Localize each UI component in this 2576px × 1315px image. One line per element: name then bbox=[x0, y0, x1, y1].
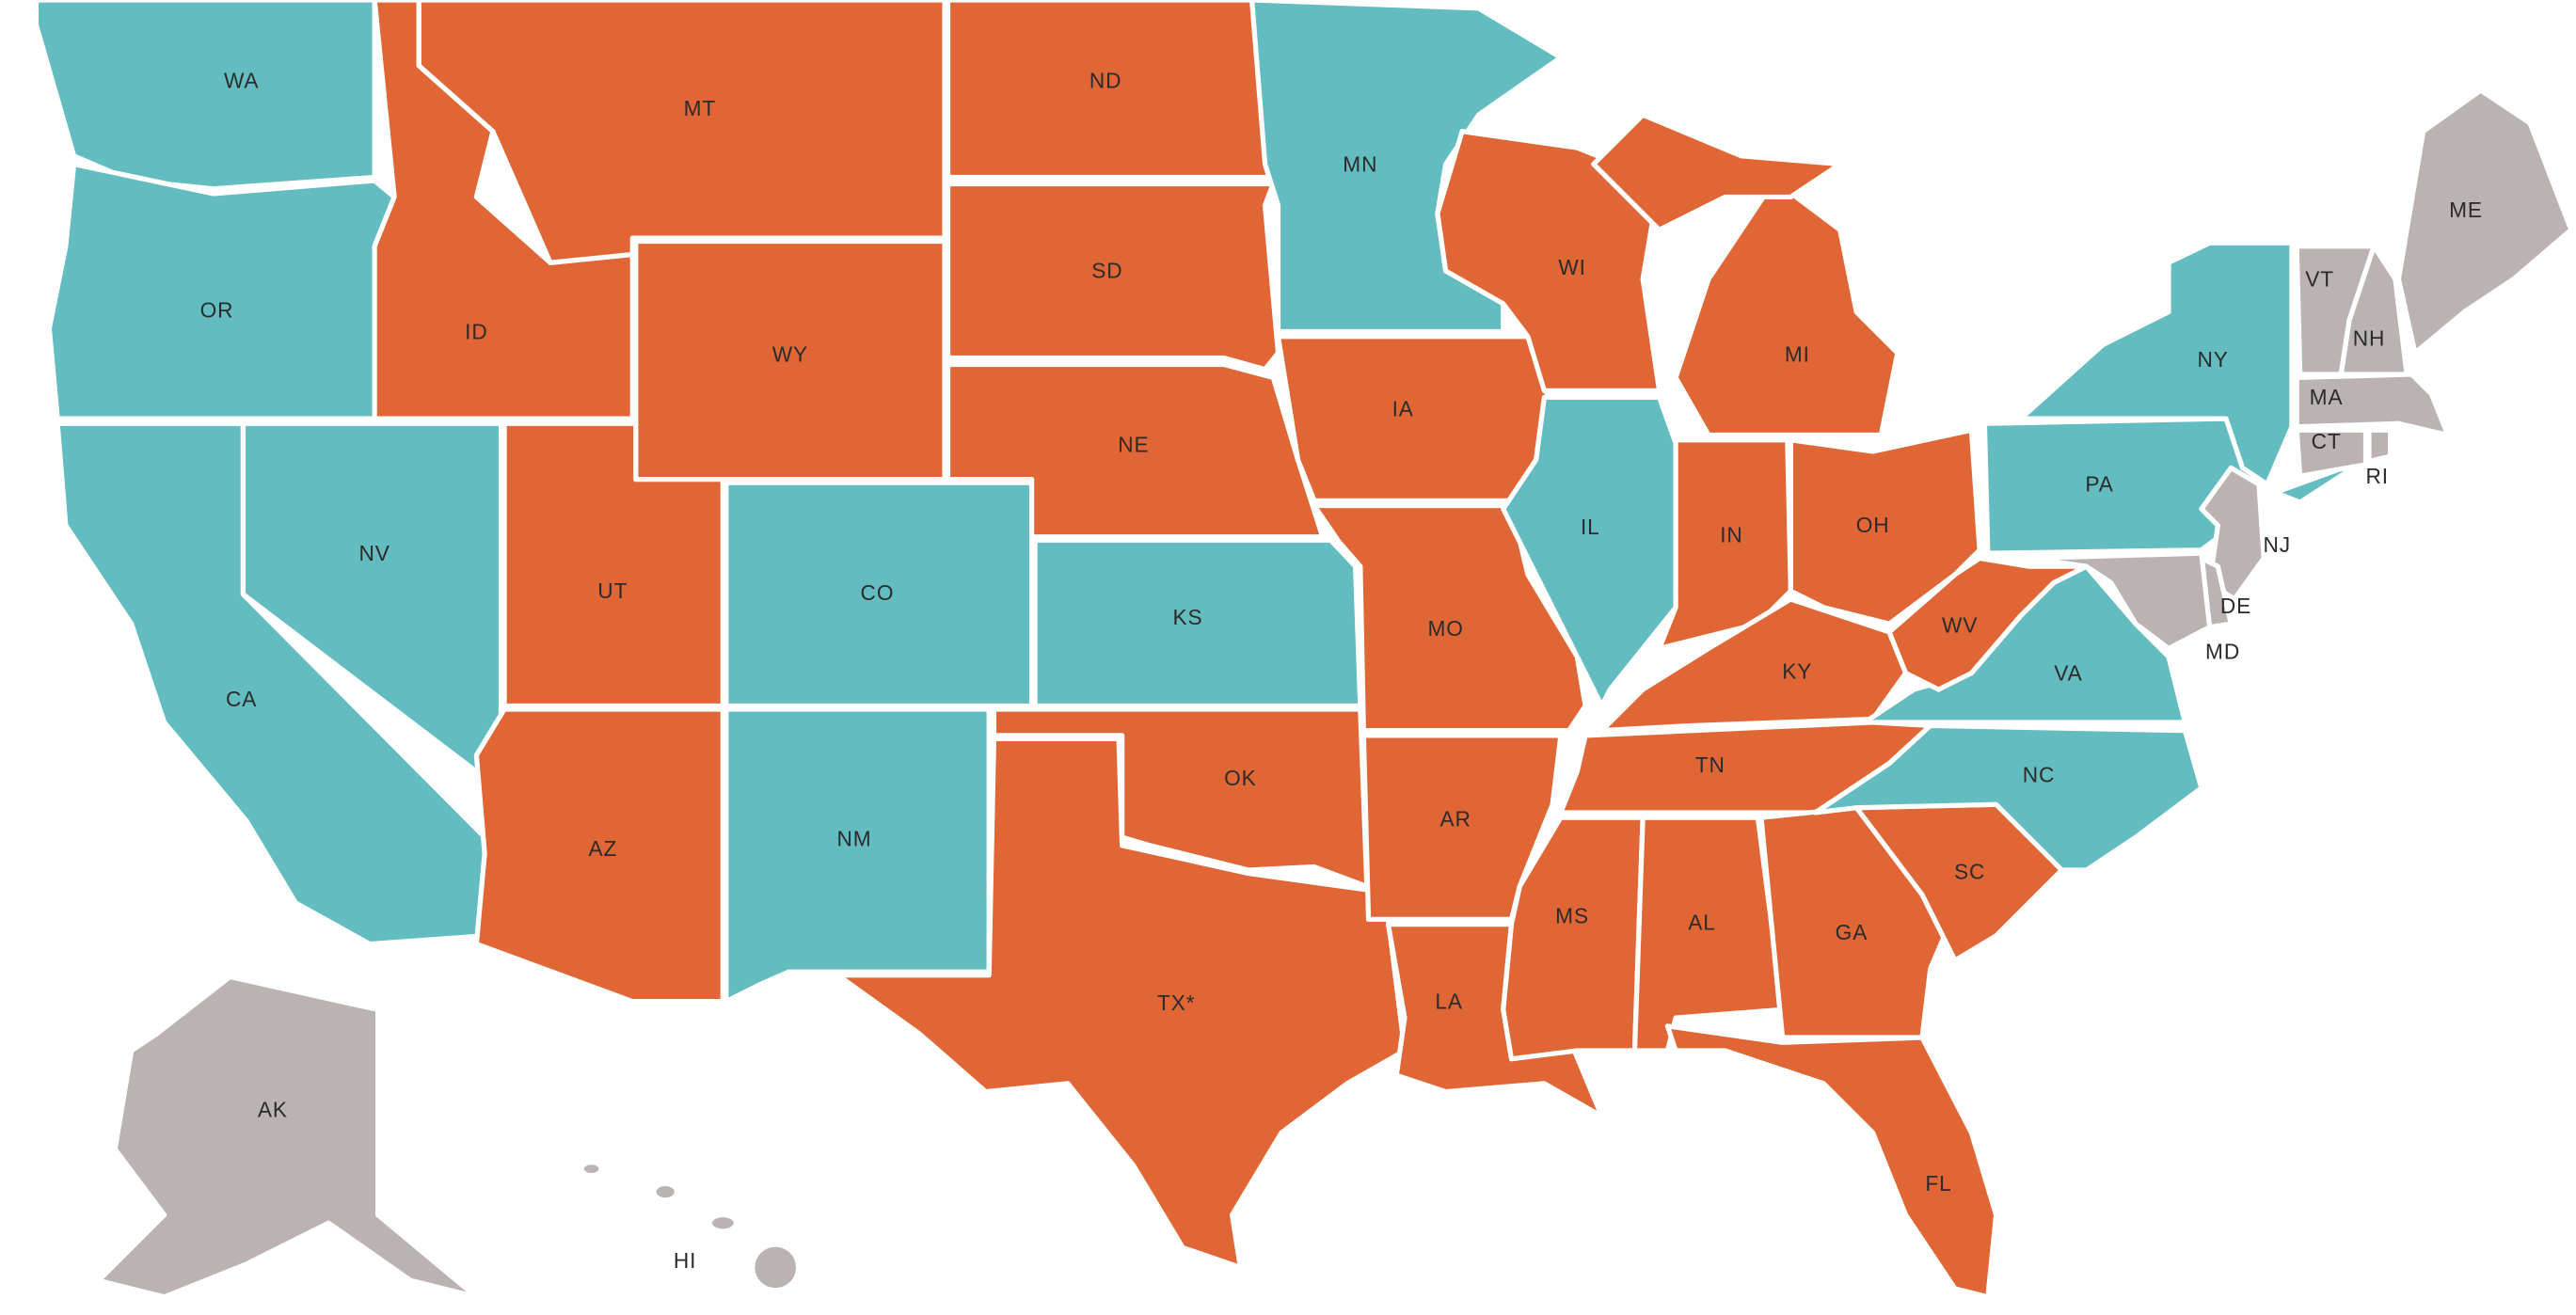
state-shape bbox=[1275, 334, 1555, 503]
state-label: CO bbox=[861, 580, 895, 605]
state-label: KY bbox=[1782, 659, 1812, 684]
state-label: CT bbox=[2312, 429, 2342, 453]
state-shape bbox=[724, 706, 992, 1005]
state-shape bbox=[724, 480, 1035, 709]
state-label: WI bbox=[1558, 255, 1585, 279]
state-label: VT bbox=[2305, 266, 2334, 291]
state-label: FL bbox=[1925, 1171, 1951, 1196]
state-shape bbox=[1501, 394, 1678, 709]
state-shape bbox=[2395, 87, 2574, 356]
state-label: SD bbox=[1091, 259, 1122, 283]
state-label: HI bbox=[674, 1248, 696, 1273]
state-label: MN bbox=[1343, 151, 1377, 176]
state-label: AZ bbox=[588, 836, 617, 861]
state-label: KS bbox=[1172, 605, 1202, 629]
state-shapes bbox=[33, 0, 2574, 1300]
state-label: UT bbox=[597, 578, 628, 603]
state-shape bbox=[96, 974, 480, 1300]
state-label: NM bbox=[836, 827, 871, 851]
state-shape bbox=[33, 0, 377, 192]
state-shape bbox=[1812, 722, 2204, 873]
state-label: ND bbox=[1089, 68, 1122, 92]
state-label: LA bbox=[1435, 989, 1463, 1013]
state-shape bbox=[1591, 112, 1843, 232]
state-label: NJ bbox=[2263, 532, 2290, 557]
state-shape bbox=[46, 161, 397, 421]
state-label: IL bbox=[1581, 515, 1600, 539]
state-label: ID bbox=[465, 319, 487, 343]
state-shape bbox=[707, 1212, 739, 1234]
state-shape bbox=[651, 1180, 680, 1203]
state-label: AK bbox=[258, 1098, 288, 1122]
state-shape bbox=[2366, 427, 2393, 465]
state-label: GA bbox=[1836, 920, 1868, 944]
state-label: NE bbox=[1118, 433, 1149, 457]
state-shape bbox=[416, 0, 947, 265]
state-shape bbox=[945, 361, 1326, 540]
state-label: WV bbox=[1942, 613, 1978, 638]
state-shape bbox=[473, 706, 725, 1005]
state-label: MI bbox=[1785, 342, 1810, 367]
state-shape bbox=[2294, 372, 2451, 438]
state-label: NY bbox=[2197, 347, 2228, 372]
state-shape bbox=[633, 238, 947, 483]
state-shape bbox=[835, 736, 1407, 1271]
state-shape bbox=[2026, 550, 2213, 652]
state-label: DE bbox=[2220, 594, 2251, 618]
state-label: TN bbox=[1695, 753, 1725, 777]
state-label: MS bbox=[1555, 904, 1589, 928]
state-label: RI bbox=[2365, 464, 2388, 488]
state-label: NC bbox=[2023, 763, 2056, 787]
state-label: IN bbox=[1720, 523, 1742, 547]
state-label: PA bbox=[2085, 472, 2113, 497]
state-shape bbox=[501, 420, 725, 709]
state-label: WA bbox=[224, 68, 259, 92]
state-label: VA bbox=[2054, 660, 2082, 685]
state-label: IA bbox=[1392, 396, 1414, 420]
state-label: SC bbox=[1954, 860, 1985, 884]
state-shape bbox=[2018, 240, 2295, 487]
state-label: OK bbox=[1224, 766, 1257, 790]
state-label: AL bbox=[1688, 911, 1716, 935]
state-label: MA bbox=[2310, 385, 2344, 409]
state-shape bbox=[1673, 178, 1900, 438]
state-label: MD bbox=[2205, 640, 2240, 664]
state-label: CA bbox=[226, 687, 257, 711]
state-label: MT bbox=[684, 96, 717, 120]
state-label: ME bbox=[2449, 198, 2483, 222]
state-shape bbox=[750, 1242, 802, 1293]
state-label: OR bbox=[200, 298, 234, 323]
state-label: WY bbox=[772, 342, 808, 367]
state-label: NV bbox=[358, 541, 390, 565]
state-label: OH bbox=[1856, 513, 1890, 537]
state-shape bbox=[1631, 815, 1786, 1054]
state-label: MO bbox=[1427, 616, 1463, 641]
state-shape bbox=[2294, 427, 2369, 479]
state-shape bbox=[1664, 1023, 1999, 1300]
state-label: TX* bbox=[1157, 990, 1195, 1015]
state-shape bbox=[579, 1160, 604, 1179]
state-label: AR bbox=[1439, 807, 1471, 832]
state-shape bbox=[1032, 537, 1363, 709]
state-label: NH bbox=[2353, 325, 2386, 350]
